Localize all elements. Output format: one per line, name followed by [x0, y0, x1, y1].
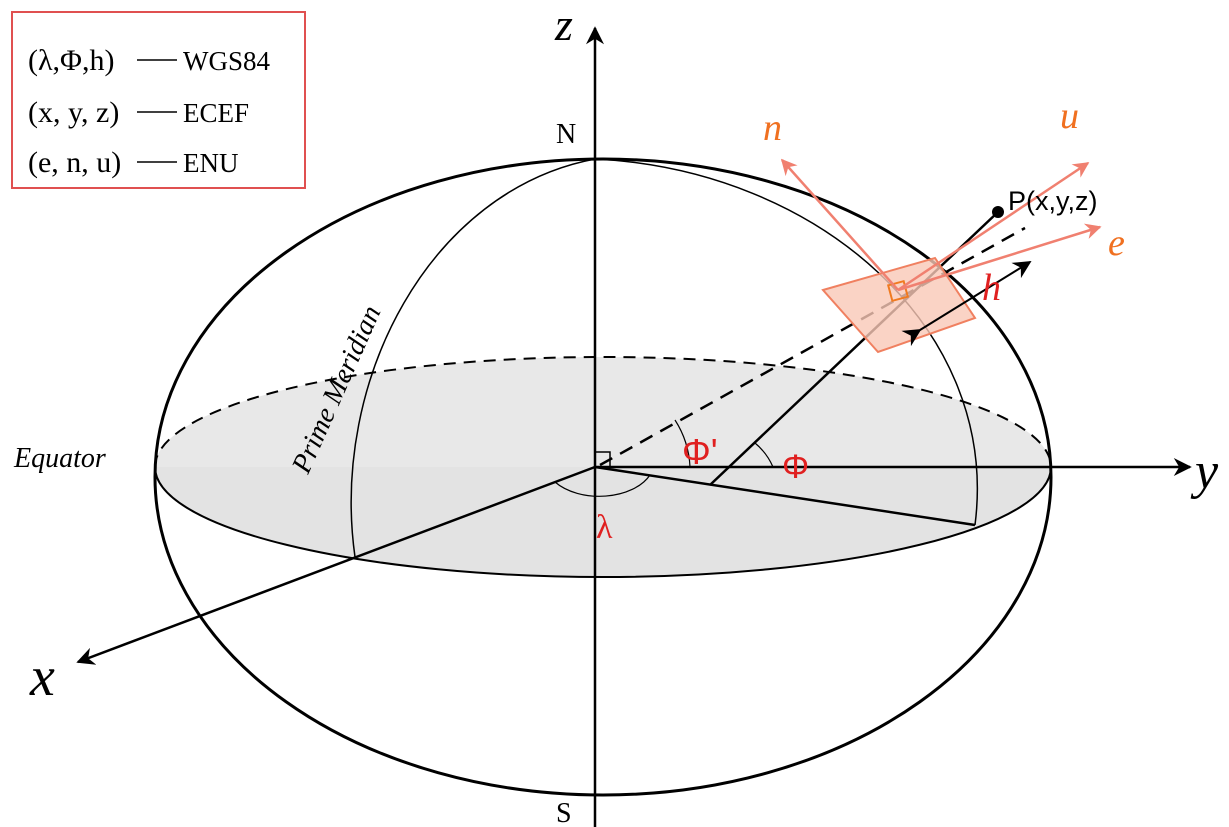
e-label: e — [1108, 222, 1125, 264]
n-vector — [780, 158, 899, 291]
y-label: y — [1190, 443, 1219, 500]
equator-fill-back — [155, 357, 1051, 467]
north-label: N — [556, 119, 576, 150]
u-label: u — [1060, 95, 1079, 137]
h-arrow — [901, 261, 1032, 347]
legend-system: ECEF — [183, 98, 249, 128]
point-p — [992, 206, 1004, 218]
legend-system: WGS84 — [183, 46, 270, 76]
equator-front — [154, 466, 1052, 578]
legend-box — [11, 11, 306, 189]
arc-phi-prime — [674, 419, 691, 468]
lambda-label: λ — [596, 509, 613, 546]
radius-line — [594, 465, 976, 527]
phi-label: Φ — [782, 448, 809, 486]
normal-line — [709, 211, 999, 486]
legend-coords: (λ,Φ,h) — [28, 44, 114, 77]
h-label: h — [982, 267, 1001, 309]
z-label: z — [554, 0, 573, 50]
phi-prime-label: Φ' — [682, 431, 718, 472]
arc-lambda — [554, 474, 651, 497]
legend-coords: (e, n, u) — [28, 146, 121, 179]
x-axis — [76, 465, 596, 665]
legend-coords: (x, y, z) — [28, 96, 119, 129]
point-label: P(x,y,z) — [1008, 186, 1098, 216]
n-label: n — [763, 107, 782, 149]
equator-label: Equator — [13, 443, 106, 474]
meridian — [594, 158, 978, 526]
geocentric-line — [599, 226, 1026, 467]
south-label: S — [556, 798, 572, 827]
x-label: x — [29, 646, 55, 708]
prime-meridian — [350, 158, 596, 558]
arc-phi — [754, 442, 774, 468]
legend-system: ENU — [183, 148, 239, 178]
